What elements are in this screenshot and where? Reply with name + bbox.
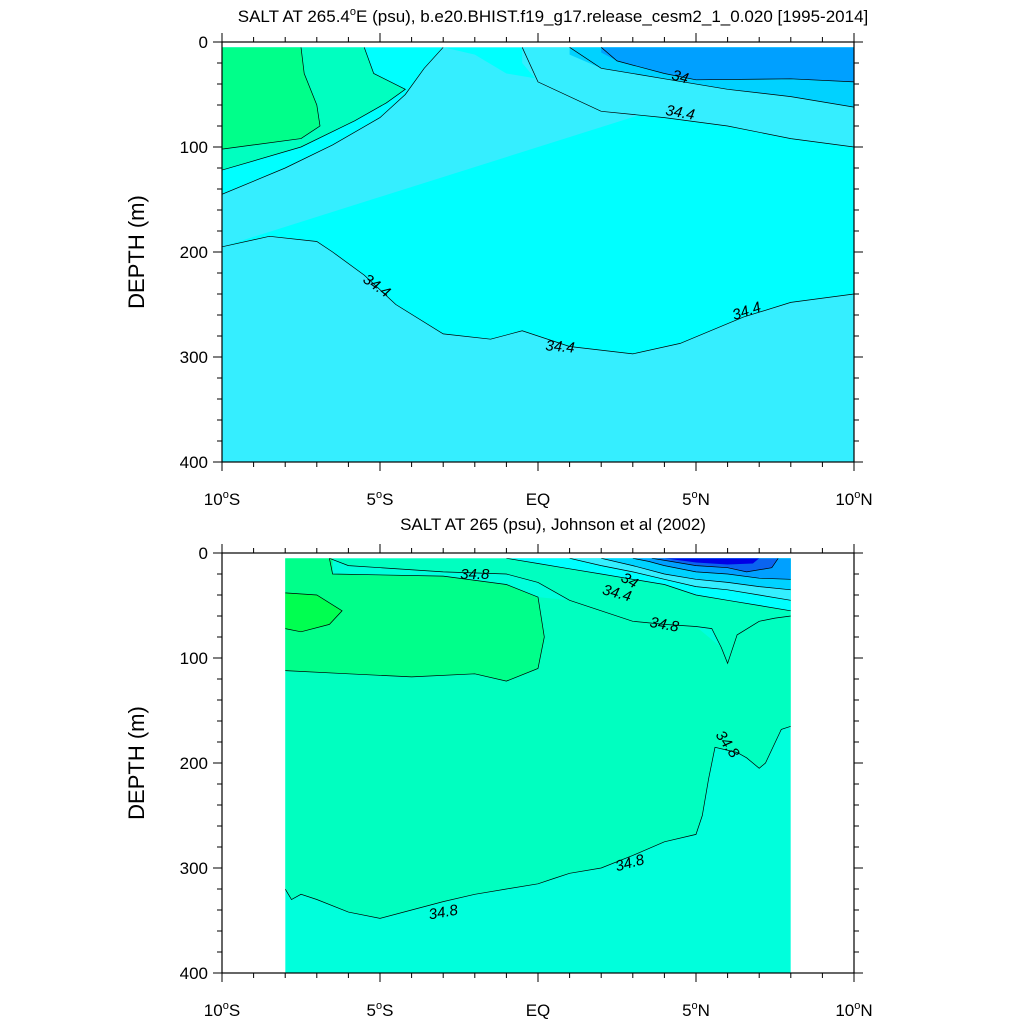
contour-line [569, 558, 791, 601]
contour-line [569, 47, 854, 108]
contour-label: 34.4 [664, 102, 696, 124]
contour-line [222, 47, 406, 171]
x-tick-label: EQ [526, 1001, 551, 1020]
x-tick-label: EQ [526, 490, 551, 509]
y-tick-label: 0 [199, 544, 208, 563]
y-tick-label: 400 [180, 453, 208, 472]
contour-line [285, 558, 545, 682]
contour-line [285, 725, 791, 919]
contour-line [329, 558, 791, 665]
x-tick-label: 5oS [367, 489, 394, 509]
chart-panel-2: 34.8 3434.434.834.834.834.801002003004001… [124, 515, 873, 1020]
contour-line [506, 558, 791, 612]
x-tick-label: 10oS [204, 489, 240, 509]
salinity-region-34-6 [222, 47, 854, 354]
y-axis-label: DEPTH (m) [124, 195, 149, 309]
y-tick-label: 200 [180, 754, 208, 773]
axis-ticks [213, 33, 863, 471]
y-tick-label: 100 [180, 138, 208, 157]
y-tick-label: 300 [180, 348, 208, 367]
salinity-region-35-0 [285, 592, 343, 632]
salinity-region-34-9 [222, 47, 320, 150]
contour-label: 34.4 [601, 581, 634, 605]
salinity-region-34-8 [285, 597, 791, 919]
y-tick-label: 100 [180, 649, 208, 668]
contour-label: 34 [670, 67, 691, 88]
y-axis-label: DEPTH (m) [124, 706, 149, 820]
salinity-region-33-6 [664, 558, 760, 565]
contour-label: 34.8 [648, 614, 680, 636]
salinity-region-34-9 [285, 558, 545, 682]
contour-line [222, 235, 854, 355]
contour-line [632, 558, 791, 580]
contour-line [521, 47, 854, 148]
data-area: 34.434.434.434.434 [222, 47, 854, 462]
x-tick-label: 5oN [682, 1000, 710, 1020]
contour-label: 34.8 [427, 902, 459, 924]
x-tick-label: 10oS [204, 1000, 240, 1020]
chart-title: SALT AT 265.4oE (psu), b.e20.BHIST.f19_g… [238, 6, 869, 26]
y-tick-label: 400 [180, 964, 208, 983]
x-tick-label: 5oS [367, 1000, 394, 1020]
contour-line [222, 47, 321, 150]
x-tick-label: 10oN [835, 1000, 872, 1020]
chart-title: SALT AT 265 (psu), Johnson et al (2002) [400, 515, 706, 534]
contour-line [285, 592, 343, 633]
contour-label: 34.8 [460, 566, 490, 583]
contour-label: 34.4 [545, 337, 576, 356]
y-tick-label: 200 [180, 243, 208, 262]
x-tick-label: 10oN [835, 489, 872, 509]
contour-line [651, 558, 779, 573]
contour-line [600, 47, 854, 83]
y-tick-label: 300 [180, 859, 208, 878]
contour-line [222, 47, 444, 195]
axis-ticks [213, 544, 863, 982]
x-tick-label: 5oN [682, 489, 710, 509]
y-tick-label: 0 [199, 33, 208, 52]
contour-line [601, 558, 791, 591]
contour-label: 34 [618, 569, 641, 592]
